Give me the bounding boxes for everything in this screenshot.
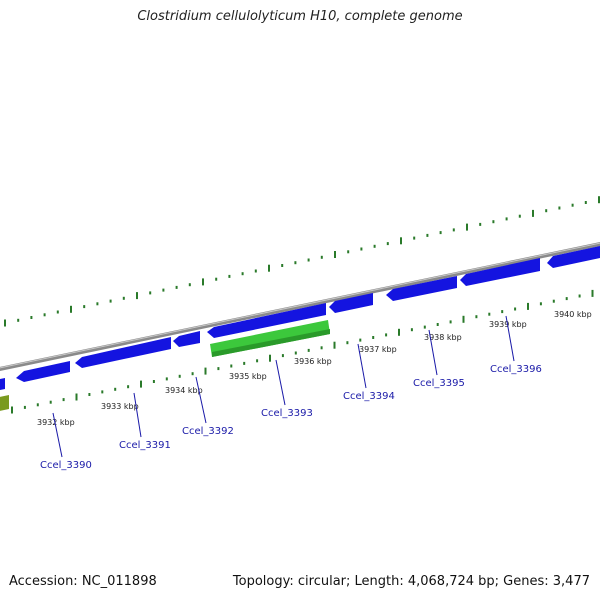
gene-label[interactable]: Ccel_3393 bbox=[261, 408, 313, 419]
gene-arrow[interactable] bbox=[75, 337, 171, 368]
inner-tick-ring bbox=[11, 289, 594, 414]
gene-arrow[interactable] bbox=[460, 258, 540, 286]
scale-label: 3935 kbp bbox=[229, 372, 267, 381]
gene-label[interactable]: Ccel_3392 bbox=[182, 426, 234, 437]
map-title: Clostridium cellulolyticum H10, complete… bbox=[137, 9, 463, 24]
gene-arrow[interactable] bbox=[386, 276, 457, 301]
gene-arrow[interactable] bbox=[547, 245, 600, 268]
gene-arrow-highlight-shade bbox=[212, 329, 330, 357]
scale-label: 3938 kbp bbox=[424, 333, 462, 342]
gene-label[interactable]: Ccel_3396 bbox=[490, 364, 542, 375]
genome-backbone bbox=[0, 242, 600, 371]
gene-arrow[interactable] bbox=[0, 378, 5, 391]
scale-label: 3937 kbp bbox=[359, 345, 397, 354]
scale-label: 3932 kbp bbox=[37, 418, 75, 427]
gene-label[interactable]: Ccel_3391 bbox=[119, 440, 171, 451]
genome-backbone-highlight bbox=[0, 242, 600, 369]
gene-arrow-other[interactable] bbox=[0, 395, 9, 412]
gene-label[interactable]: Ccel_3395 bbox=[413, 378, 465, 389]
scale-label: 3936 kbp bbox=[294, 357, 332, 366]
gene-arrow[interactable] bbox=[207, 303, 326, 338]
scale-label: 3933 kbp bbox=[101, 402, 139, 411]
outer-tick-ring bbox=[4, 196, 600, 327]
gene-arrow[interactable] bbox=[16, 361, 70, 382]
gene-arrow[interactable] bbox=[329, 293, 373, 313]
gene-arrow[interactable] bbox=[173, 331, 200, 347]
scale-label: 3934 kbp bbox=[165, 386, 203, 395]
gene-label[interactable]: Ccel_3394 bbox=[343, 391, 395, 402]
accession-text: Accession: NC_011898 bbox=[9, 574, 157, 589]
gene-label[interactable]: Ccel_3390 bbox=[40, 460, 92, 471]
topology-text: Topology: circular; Length: 4,068,724 bp… bbox=[232, 574, 590, 589]
gene-label-leaders bbox=[52, 315, 515, 458]
gene-labels: Ccel_3390 Ccel_3391 Ccel_3392 Ccel_3393 … bbox=[40, 364, 542, 471]
scale-label: 3940 kbp bbox=[554, 310, 592, 319]
gene-track bbox=[0, 245, 600, 412]
